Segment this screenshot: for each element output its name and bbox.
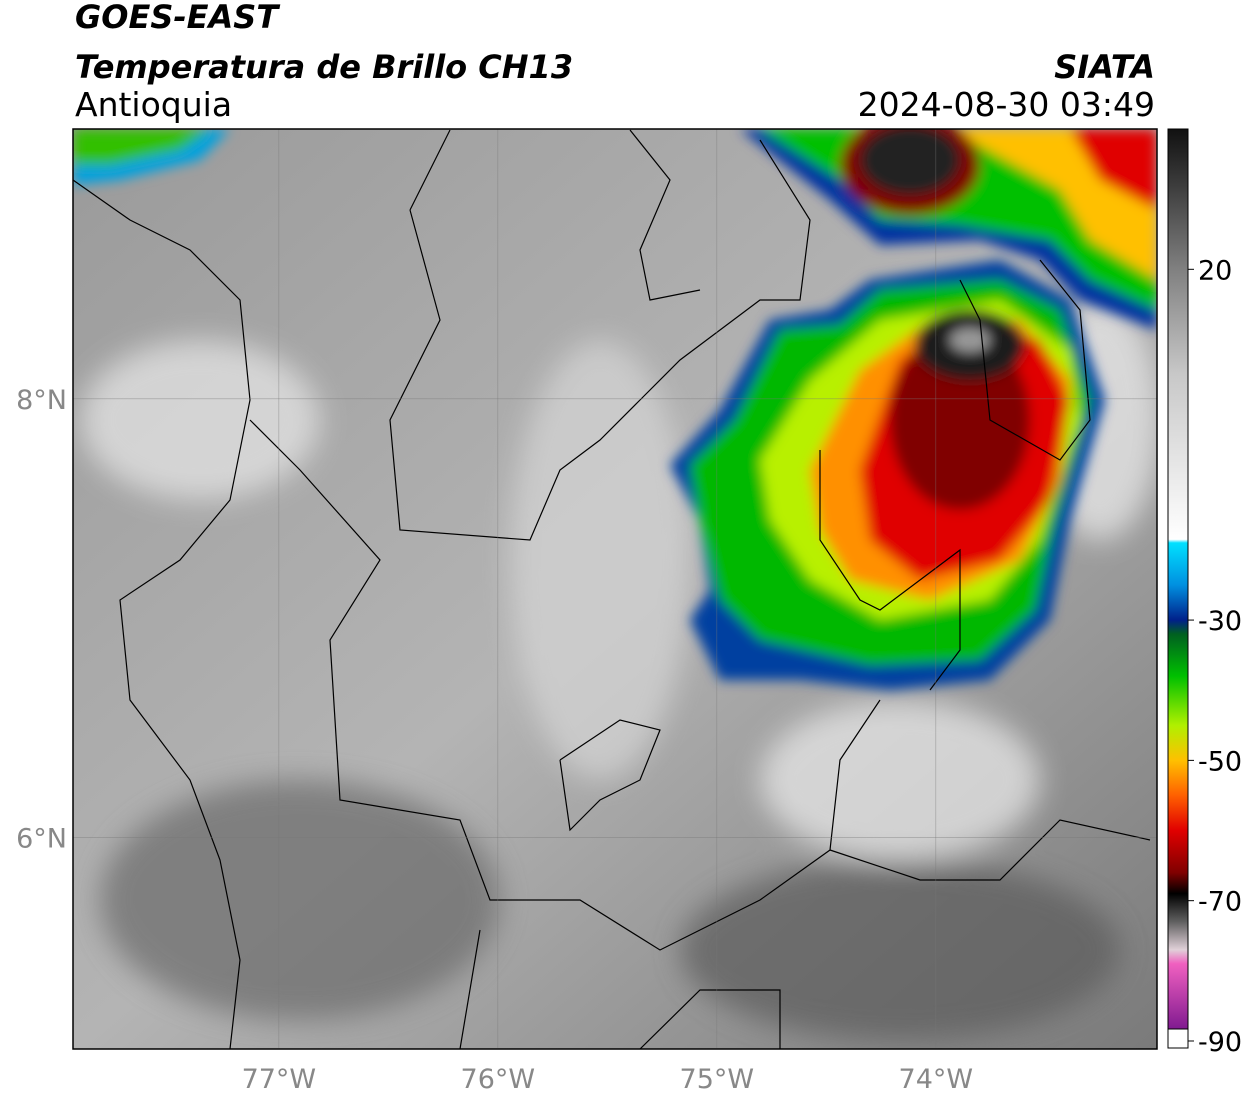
x-tick-label: 77°W (242, 1064, 317, 1095)
y-tick-label: 8°N (16, 385, 67, 416)
y-tick-label: 6°N (16, 823, 67, 854)
colorbar-tick-label: -30 (1198, 606, 1242, 637)
colorbar-frame (1167, 128, 1189, 1049)
title: GOES-EAST (75, 0, 280, 36)
colorbar (1168, 129, 1188, 1029)
x-tick-label: 76°W (461, 1064, 536, 1095)
colorbar-tick-label: -90 (1198, 1027, 1242, 1058)
x-tick-label: 74°W (899, 1064, 974, 1095)
colorbar-tick-label: -50 (1198, 746, 1242, 777)
colorbar-tick-label: 20 (1198, 255, 1232, 286)
colorbar-tick-label: -70 (1198, 887, 1242, 918)
source: SIATA (1054, 48, 1155, 86)
colorbar-under (1167, 1028, 1189, 1049)
map-image (73, 129, 1157, 1049)
datetime: 2024-08-30 03:49 (858, 85, 1155, 124)
region: Antioquia (75, 85, 232, 124)
map-frame (72, 128, 1158, 1050)
subtitle: Temperatura de Brillo CH13 (75, 48, 573, 86)
x-tick-label: 75°W (680, 1064, 755, 1095)
